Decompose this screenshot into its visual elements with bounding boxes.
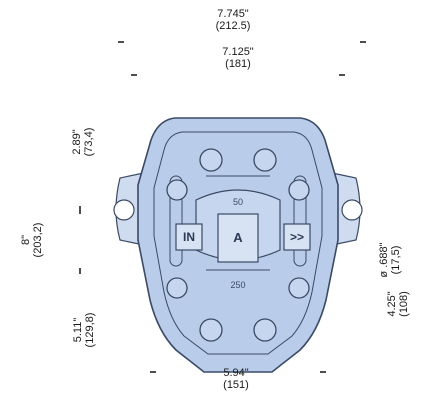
dim-overall-height: 8" (203,2) bbox=[20, 210, 44, 270]
dim-side-height-mm: (108) bbox=[398, 291, 410, 317]
marking-top-number: 50 bbox=[232, 197, 243, 207]
marking-in-port: IN bbox=[183, 230, 195, 244]
dim-base-width: 5.94" (151) bbox=[208, 367, 264, 391]
dim-overall-width-in: 7.745" bbox=[217, 8, 249, 20]
dim-overall-width-mm: (212.5) bbox=[215, 20, 251, 32]
dim-bottom-offset-in: 5.11" bbox=[72, 317, 84, 343]
dim-flange-width: 7.125" (181) bbox=[210, 46, 266, 70]
dim-overall-width: 7.745" (212.5) bbox=[205, 8, 261, 32]
dim-flange-width-in: 7.125" bbox=[222, 46, 254, 58]
bolt-heads bbox=[166, 148, 310, 342]
marking-bottom-number: 250 bbox=[230, 280, 246, 290]
dim-base-width-mm: (151) bbox=[223, 379, 249, 391]
bolt-head bbox=[288, 179, 310, 201]
dim-bolt-hole-value: .688" bbox=[378, 242, 390, 268]
dim-bottom-offset: 5.11" (129,8) bbox=[72, 298, 96, 362]
dim-overall-height-mm: (203,2) bbox=[32, 222, 44, 258]
dim-flange-width-mm: (181) bbox=[225, 58, 251, 70]
marking-center: A bbox=[233, 230, 243, 245]
bolt-head bbox=[166, 179, 188, 201]
bolt-head bbox=[288, 277, 310, 299]
dim-top-offset-in: 2.89" bbox=[71, 129, 83, 155]
dim-top-offset: 2.89" (73,4) bbox=[71, 112, 95, 172]
bolt-head bbox=[199, 148, 223, 172]
dim-base-width-in: 5.94" bbox=[223, 367, 249, 379]
dimension-marks bbox=[79, 41, 366, 373]
bolt-head bbox=[199, 318, 223, 342]
bolt-head bbox=[253, 148, 277, 172]
bolt-head bbox=[166, 277, 188, 299]
dim-overall-height-in: 8" bbox=[20, 234, 32, 246]
dim-side-height-in: 4.25" bbox=[386, 291, 398, 317]
dim-top-offset-mm: (73,4) bbox=[83, 127, 95, 157]
dim-bottom-offset-mm: (129,8) bbox=[84, 312, 96, 348]
dim-side-height: 4.25" (108) bbox=[386, 276, 410, 332]
pump-body bbox=[137, 117, 339, 373]
marking-out-port: >> bbox=[289, 230, 304, 244]
bolt-head bbox=[253, 318, 277, 342]
